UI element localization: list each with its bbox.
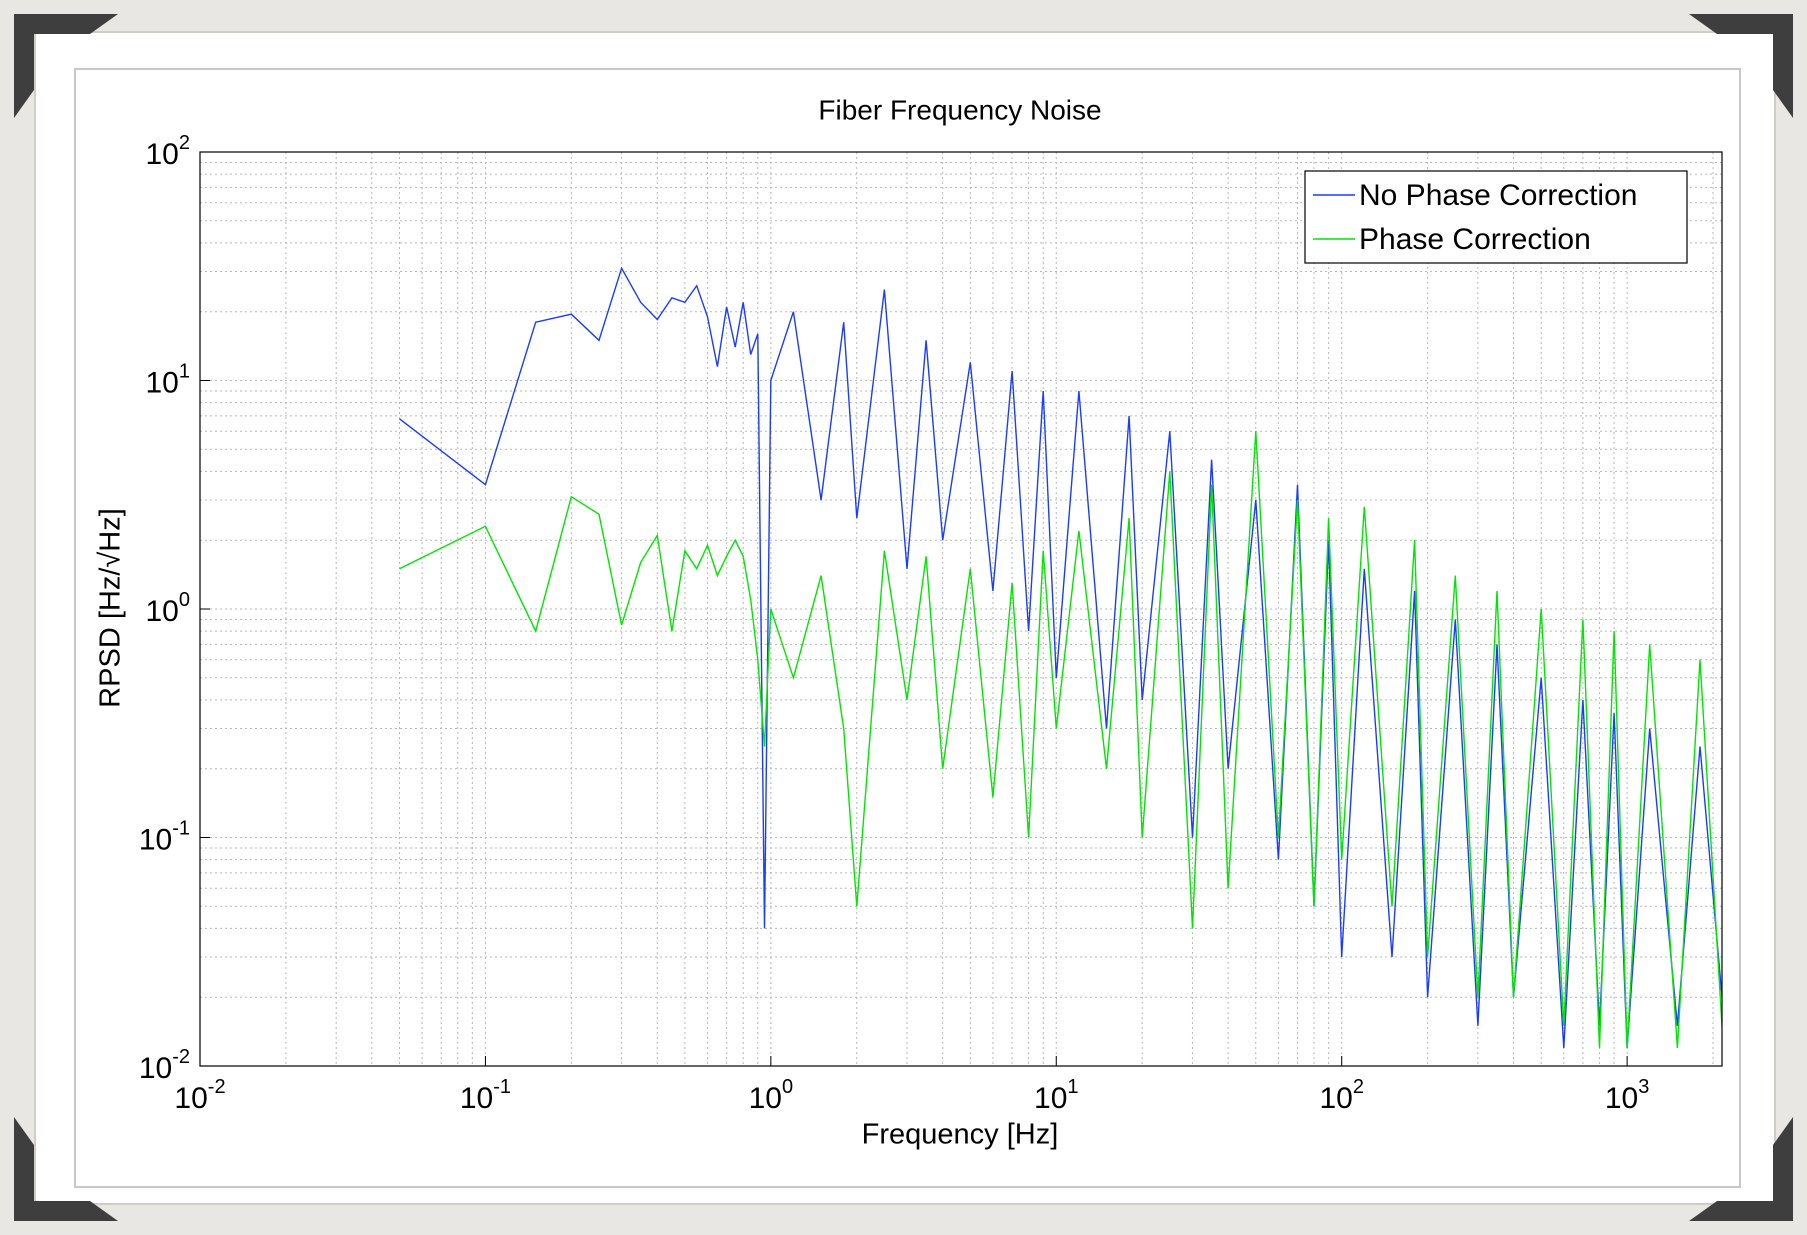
legend-label: Phase Correction <box>1359 223 1591 256</box>
corner <box>1689 1117 1793 1221</box>
y-axis-label: RPSD [Hz/√Hz] <box>95 508 127 708</box>
corner <box>1689 14 1793 118</box>
y-tick-label: 10-1 <box>139 818 190 857</box>
corner <box>14 1117 118 1221</box>
x-tick-label: 10-2 <box>174 1076 225 1115</box>
x-tick-label: 103 <box>1605 1076 1650 1115</box>
plot-frame <box>199 151 1723 1067</box>
x-tick-label: 101 <box>1034 1076 1079 1115</box>
corners <box>14 14 1793 1221</box>
legend-box <box>1304 170 1688 264</box>
series-line <box>399 431 1722 1048</box>
y-tick-label: 10-2 <box>139 1046 190 1085</box>
y-tick-label: 101 <box>146 361 191 400</box>
x-tick-label: 102 <box>1319 1076 1364 1115</box>
y-tick-label: 100 <box>146 589 191 628</box>
chart-title: Fiber Frequency Noise <box>818 94 1101 125</box>
corner <box>14 14 118 118</box>
y-tick-label: 102 <box>146 132 191 171</box>
series-line <box>399 266 1722 1048</box>
x-axis-label: Frequency [Hz] <box>862 1119 1059 1151</box>
legend-label: No Phase Correction <box>1359 179 1637 212</box>
x-tick-label: 100 <box>749 1076 794 1115</box>
x-tick-label: 10-1 <box>460 1076 511 1115</box>
